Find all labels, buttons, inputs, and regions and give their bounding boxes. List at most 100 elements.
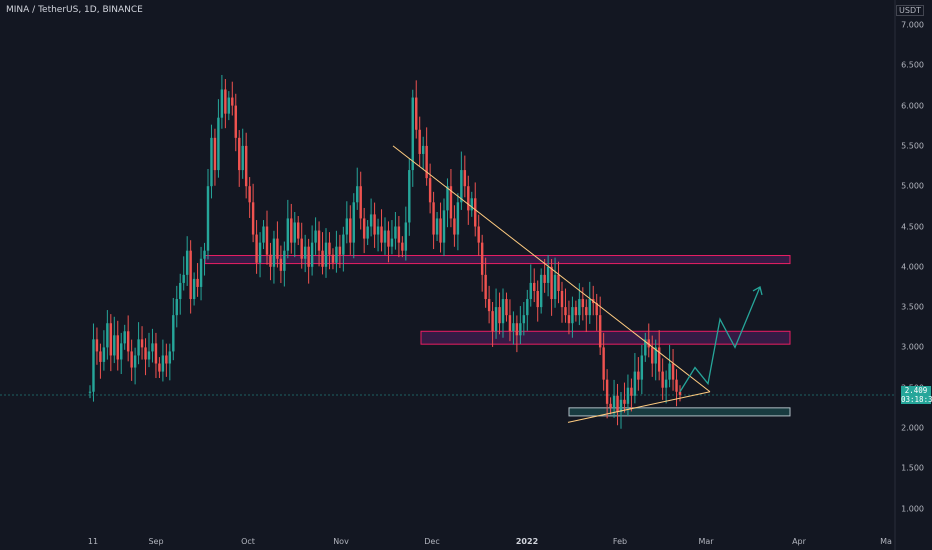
candle-body [349,218,352,243]
candle-body [276,238,279,259]
candle-body [324,242,328,267]
candle-body [491,311,494,332]
candle-body [182,274,185,283]
candle-body [616,395,619,412]
candle-body [342,234,345,255]
candle-body [241,145,244,171]
candle-body [366,226,369,239]
candle-body [657,347,661,372]
candle-body [678,391,682,395]
candle-body [123,331,126,344]
candle-body [151,343,154,352]
candle-body [508,315,512,332]
y-tick-label: 2.000 [901,423,924,433]
candle-body [487,299,491,312]
candle-body [165,355,168,364]
candle-body [269,254,272,267]
candle-body [154,343,158,364]
candle-body [210,137,213,187]
candle-body [359,186,362,219]
candle-body [172,315,175,352]
candle-body [536,290,539,308]
candle-body [425,145,428,179]
candle-body [279,258,283,271]
resistance-zone-lower [420,330,791,345]
candle-body [286,218,290,251]
candle-body [109,323,113,356]
candle-body [453,218,456,235]
y-tick-label: 1.500 [901,463,924,473]
candle-body [539,274,543,308]
candle-body [588,299,591,316]
candle-body [515,323,519,336]
candle-body [442,210,446,243]
candle-body [255,234,258,263]
candle-body [189,250,192,300]
candle-body [421,145,425,154]
projection-path [679,286,761,393]
candle-body [647,339,650,348]
candle-body [102,347,106,362]
x-tick-label: 2022 [515,537,539,546]
candle-body [310,242,314,267]
candle-body [161,355,165,372]
candle-body [585,307,588,316]
y-tick-label: 5.500 [901,141,924,151]
candle-body [480,242,484,275]
candle-body [612,395,616,408]
candle-body [408,170,411,223]
candle-body [293,222,296,243]
candle-body [317,230,321,251]
candle-body [397,226,401,243]
x-tick-label: Mar [698,537,714,546]
candle-body [401,242,404,251]
candle-body [505,299,508,316]
candle-body [352,202,355,243]
x-tick-label: Ma [880,537,892,546]
candle-body [387,230,390,247]
candle-body [553,274,557,300]
candle-body [435,218,439,235]
y-tick-label: 7.000 [901,20,924,30]
candle-body [113,335,116,356]
y-tick-label: 3.500 [901,302,924,312]
candle-body [238,137,241,171]
candle-body [390,238,394,247]
bar-countdown: 03:18:36 [901,395,932,405]
candle-body [640,355,644,380]
candle-body [519,323,522,336]
candle-body [244,145,248,187]
x-tick-label: Oct [241,537,255,546]
candle-body [217,117,220,171]
candle-body [574,307,578,316]
candle-body [356,186,359,203]
candle-body [383,230,387,243]
candle-body [116,335,119,360]
candle-body [546,266,550,283]
candle-body [147,351,151,360]
candle-body [362,218,366,239]
candle-body [598,315,602,348]
candle-body [137,339,140,356]
candle-body [258,242,262,263]
candle-body [224,89,227,114]
x-tick-label: Nov [333,537,349,546]
candle-body [619,399,623,412]
candle-body [227,97,231,114]
candle-body [404,222,408,251]
x-tick-label: Dec [424,537,440,546]
candle-body [106,323,109,348]
candle-body [283,250,286,271]
candle-body [213,137,217,171]
candle-body [557,274,560,291]
candle-body [196,278,199,287]
candle-body [199,258,203,287]
candle-body [265,226,269,255]
candle-body [664,379,668,388]
candle-body [335,246,338,263]
candle-body [140,339,144,348]
candle-body [328,242,331,255]
descending-trendline [392,145,711,393]
candle-body [564,307,567,316]
